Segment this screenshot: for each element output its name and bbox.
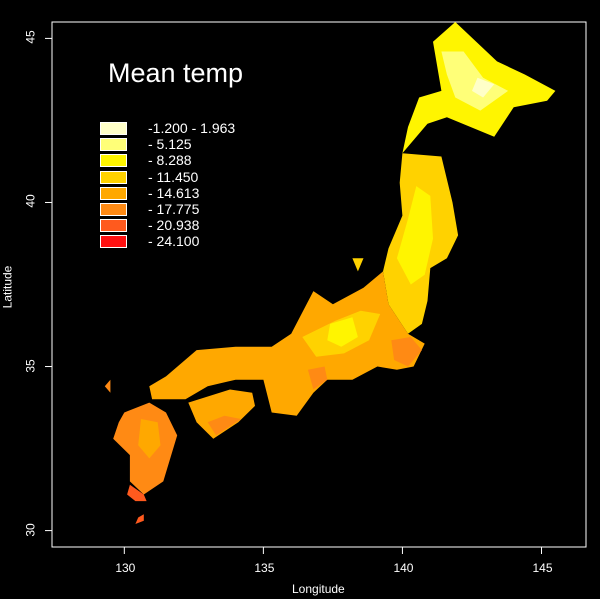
map-region <box>396 186 433 285</box>
x-tick-label: 130 <box>115 561 136 575</box>
map-region <box>307 366 328 390</box>
map-region <box>127 484 147 502</box>
legend-label: - 8.288 <box>148 152 192 169</box>
legend-swatch <box>100 138 127 152</box>
map-region <box>327 317 358 347</box>
y-tick-label: 30 <box>23 522 38 537</box>
legend-swatch <box>100 219 127 233</box>
axes <box>45 37 542 554</box>
legend-swatch <box>100 186 127 200</box>
legend-label: - 17.775 <box>148 201 200 217</box>
legend-label: - 5.125 <box>148 136 192 153</box>
legend-swatch <box>100 154 127 168</box>
legend-label: - 14.613 <box>148 184 200 201</box>
map-region <box>352 258 364 272</box>
map-region <box>441 51 509 111</box>
map-region <box>472 77 495 98</box>
y-tick-label: 45 <box>23 30 38 45</box>
legend-swatch <box>100 203 127 216</box>
legend-label: - 20.938 <box>148 217 200 234</box>
legend-swatch <box>100 170 127 184</box>
legend-swatch <box>100 235 127 249</box>
legend-swatch <box>100 122 127 135</box>
x-tick-label: 135 <box>254 561 275 575</box>
x-tick-label: 145 <box>532 561 553 575</box>
japan-temperature-map <box>104 22 556 524</box>
map-region <box>207 415 242 436</box>
plot-frame <box>51 21 587 548</box>
y-tick-label: 35 <box>23 358 38 373</box>
map-region <box>391 337 422 367</box>
map-region <box>188 389 255 439</box>
map-region <box>149 271 425 416</box>
legend-label: -1.200 - 1.963 <box>148 120 236 136</box>
x-axis-label: Longitude <box>292 582 345 596</box>
map-region <box>138 419 161 459</box>
legend-label: - 11.450 <box>148 168 199 185</box>
x-tick-label: 140 <box>393 561 414 575</box>
map-region <box>135 514 144 524</box>
y-axis-label: Latitude <box>0 265 15 309</box>
legend-label: - 24.100 <box>148 233 200 250</box>
map-region <box>104 379 111 393</box>
y-tick-label: 40 <box>23 194 38 209</box>
map-title: Mean temp <box>108 58 244 88</box>
